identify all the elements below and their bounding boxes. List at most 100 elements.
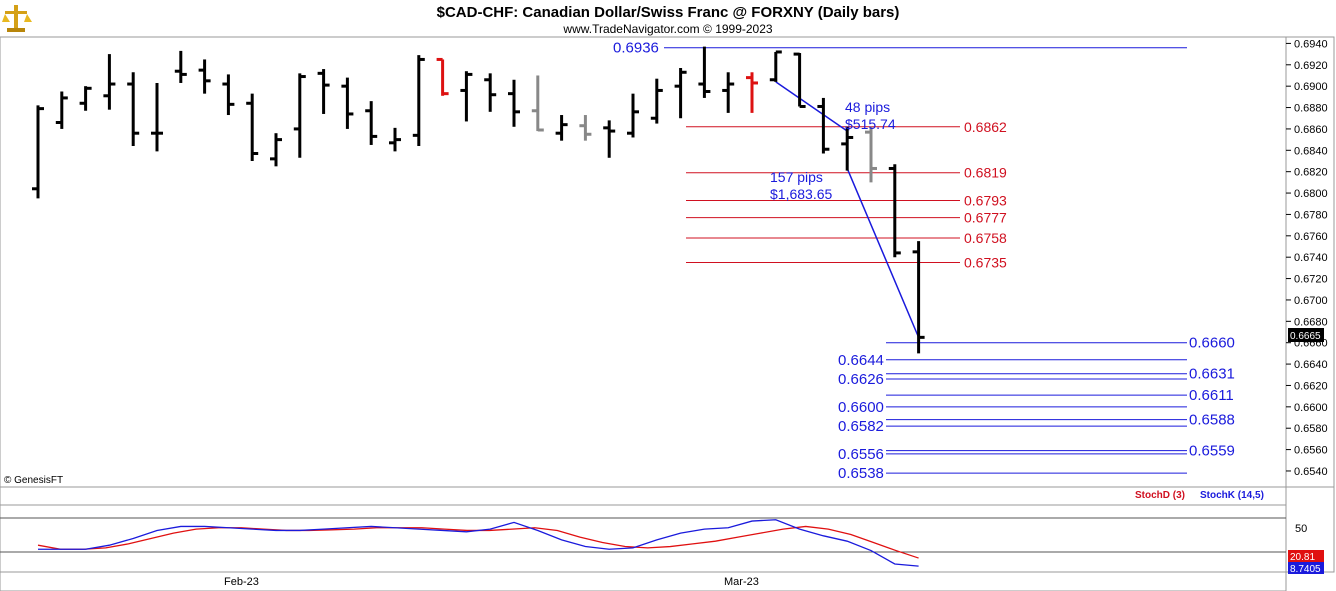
ohlc-bar (769, 50, 782, 82)
ohlc-bar (198, 59, 211, 94)
x-tick-feb: Feb-23 (224, 576, 259, 588)
stoch-k-value: 8.7405 (1290, 564, 1321, 575)
y-tick-label: 0.6880 (1294, 103, 1328, 115)
y-tick-label: 0.6940 (1294, 38, 1328, 50)
blue-level-label: 0.6631 (1189, 366, 1235, 383)
ohlc-bar (174, 50, 187, 83)
stoch-d-value: 20.81 (1290, 552, 1315, 563)
annotation-usd-large: $1,683.65 (770, 186, 832, 202)
blue-level-label: 0.6559 (1189, 443, 1235, 460)
y-tick-label: 0.6600 (1294, 402, 1328, 414)
price-axis-ticks: 0.6940 0.6920 0.6900 0.6880 0.6860 0.6840 0.68… (1286, 38, 1328, 478)
ohlc-bar (389, 127, 401, 152)
ohlc-bar (32, 105, 44, 199)
ohlc-bar (555, 115, 568, 141)
y-tick-label: 0.6900 (1294, 81, 1328, 93)
ohlc-bar (508, 79, 520, 127)
gold-scale-icon (2, 5, 32, 32)
ohlc-bar (698, 46, 711, 98)
stoch-d-badge (1288, 550, 1324, 562)
time-axis (0, 571, 1287, 591)
y-tick-label: 0.6700 (1294, 295, 1328, 307)
ohlc-bar (912, 241, 925, 354)
ohlc-bar (746, 72, 758, 113)
ohlc-bar (79, 86, 92, 111)
ohlc-bar (722, 72, 735, 113)
ohlc-bar (460, 71, 473, 122)
stoch-legend-strip (0, 486, 1287, 506)
y-tick-label: 0.6860 (1294, 124, 1328, 136)
red-level-label: 0.6793 (964, 193, 1007, 209)
ohlc-bar (888, 164, 901, 258)
blue-level-label: 0.6556 (838, 446, 884, 463)
y-tick-label: 0.6920 (1294, 60, 1328, 72)
red-level-label: 0.6862 (964, 119, 1007, 135)
copyright-label: © GenesisFT (4, 475, 63, 486)
last-price-value: 0.6665 (1290, 331, 1321, 342)
annotation-pips-large: 157 pips (770, 169, 823, 185)
blue-level-label: 0.6626 (838, 371, 884, 388)
stoch-tick-50: 50 (1295, 523, 1307, 535)
last-price-badge (1288, 328, 1324, 342)
red-level-label: 0.6735 (964, 255, 1007, 271)
y-tick-label: 0.6540 (1294, 466, 1328, 478)
ohlc-bar (674, 67, 687, 119)
ohlc-bar (579, 115, 592, 141)
ohlc-bar (127, 72, 140, 147)
ohlc-bar (531, 75, 544, 132)
blue-level-label: 0.6936 (613, 40, 659, 57)
ohlc-bar (841, 126, 854, 171)
ohlc-bar (341, 77, 354, 129)
price-axis (1285, 36, 1335, 488)
y-tick-label: 0.6620 (1294, 380, 1328, 392)
ohlc-bar (246, 93, 259, 161)
blue-level-label: 0.6660 (1189, 335, 1235, 352)
chart-title: $CAD-CHF: Canadian Dollar/Swiss Franc @ … (437, 4, 900, 21)
stoch-k-badge (1288, 562, 1324, 574)
annotation-usd-small: $515.74 (845, 116, 896, 132)
ohlc-bar (793, 52, 806, 108)
x-tick-mar: Mar-23 (724, 576, 759, 588)
y-tick-label: 0.6560 (1294, 445, 1328, 457)
ohlc-bar (650, 78, 663, 124)
blue-level-label: 0.6538 (838, 465, 884, 482)
ohlc-bar (603, 120, 616, 158)
y-tick-label: 0.6680 (1294, 316, 1328, 328)
ohlc-bar (293, 73, 306, 158)
stoch-pane (0, 504, 1287, 573)
ohlc-bars (32, 46, 925, 354)
ohlc-bar (317, 69, 330, 114)
red-level-label: 0.6819 (964, 165, 1007, 181)
chart-subtitle: www.TradeNavigator.com © 1999-2023 (562, 22, 772, 36)
blue-level-label: 0.6582 (838, 418, 884, 435)
y-tick-label: 0.6800 (1294, 188, 1328, 200)
legend-stoch-d: StochD (3) (1135, 490, 1185, 501)
ohlc-bar (365, 101, 378, 145)
red-level-label: 0.6758 (964, 230, 1007, 246)
ohlc-bar (627, 93, 639, 138)
price-pane (0, 36, 1287, 488)
blue-level-label: 0.6588 (1189, 412, 1235, 429)
y-tick-label: 0.6580 (1294, 423, 1328, 435)
ohlc-bar (436, 57, 449, 96)
red-level-label: 0.6777 (964, 210, 1007, 226)
blue-level-label: 0.6611 (1189, 387, 1234, 404)
y-tick-label: 0.6740 (1294, 252, 1328, 264)
blue-level-label: 0.6600 (838, 399, 884, 416)
ohlc-bar (103, 54, 116, 110)
ohlc-bar (865, 126, 877, 183)
ohlc-bar (55, 91, 68, 129)
y-tick-label: 0.6820 (1294, 167, 1328, 179)
logo (2, 5, 32, 32)
annotation-pips-small: 48 pips (845, 99, 890, 115)
y-tick-label: 0.6720 (1294, 274, 1328, 286)
ohlc-bar (817, 97, 830, 154)
ohlc-bar (222, 74, 235, 116)
legend-stoch-k: StochK (14,5) (1200, 490, 1264, 501)
stoch-k-line (38, 519, 919, 567)
y-tick-label: 0.6640 (1294, 359, 1328, 371)
ohlc-bar (412, 55, 425, 147)
blue-level-label: 0.6644 (838, 352, 884, 369)
